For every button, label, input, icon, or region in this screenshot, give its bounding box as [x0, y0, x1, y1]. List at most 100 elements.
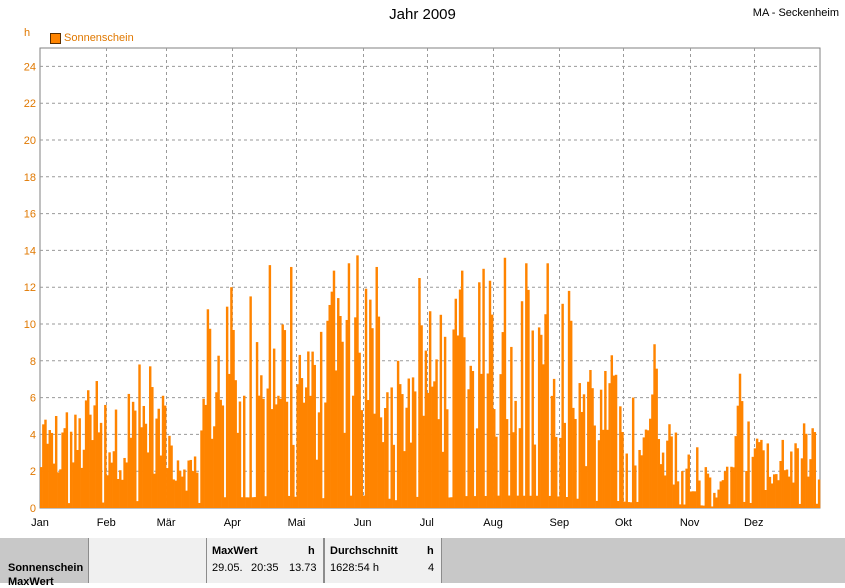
bar — [125, 462, 128, 508]
bar — [264, 496, 267, 508]
bar — [307, 351, 310, 508]
bar — [178, 470, 182, 508]
bar — [802, 423, 806, 508]
y-tick-label: 8 — [30, 356, 36, 368]
bar — [634, 465, 637, 508]
bar — [208, 328, 212, 508]
bar — [794, 443, 797, 508]
bar — [84, 400, 88, 508]
bar — [163, 405, 167, 508]
max-value: 13.73 — [289, 562, 317, 574]
x-tick-label: Mär — [157, 517, 176, 529]
bar — [625, 453, 628, 508]
bar — [234, 380, 237, 508]
bar — [685, 468, 688, 508]
bar — [176, 460, 180, 508]
bar — [411, 377, 415, 508]
bar — [565, 497, 569, 508]
bar — [240, 497, 244, 508]
bar — [379, 417, 383, 508]
bar — [431, 386, 434, 508]
bar — [260, 375, 263, 508]
bar — [623, 501, 626, 508]
bar — [670, 436, 673, 508]
bar — [781, 439, 784, 508]
bar — [719, 481, 722, 508]
bar — [587, 381, 590, 508]
bar — [704, 467, 708, 508]
bar — [745, 470, 748, 508]
max-time: 20:35 — [251, 562, 279, 574]
bar — [409, 442, 413, 508]
bar — [644, 429, 648, 508]
bar — [300, 378, 304, 508]
bar — [435, 359, 438, 508]
bar — [728, 504, 731, 508]
bar — [578, 383, 581, 508]
bar — [550, 395, 554, 508]
bar — [247, 497, 250, 508]
bar — [691, 491, 695, 508]
bar — [215, 392, 218, 508]
bar — [471, 371, 475, 508]
x-tick-label: Aug — [483, 517, 503, 529]
bar — [454, 298, 458, 508]
bar — [123, 457, 126, 508]
bar — [181, 476, 184, 508]
bar — [313, 364, 316, 508]
bar — [326, 320, 329, 508]
bar — [110, 462, 113, 508]
bar — [798, 503, 802, 508]
bar — [76, 450, 79, 508]
bar — [69, 431, 73, 508]
bar — [443, 336, 447, 508]
avg-unit: h — [427, 545, 434, 557]
x-tick-label: Sep — [549, 517, 569, 529]
bar — [148, 366, 152, 508]
bar — [119, 470, 122, 508]
max-date: 29.05. — [212, 562, 243, 574]
bar — [97, 432, 101, 508]
bar — [262, 398, 265, 508]
bar — [700, 505, 703, 508]
bar — [732, 467, 735, 508]
summary-row-label: Sonnenschein — [8, 562, 84, 574]
bar — [582, 394, 586, 508]
bar — [672, 484, 675, 508]
bar — [403, 451, 406, 508]
bar — [206, 309, 210, 508]
bar — [349, 495, 353, 508]
bar — [642, 437, 646, 508]
bar — [230, 287, 233, 508]
bar — [213, 426, 216, 508]
bar — [584, 466, 588, 508]
bar — [480, 373, 483, 508]
bar — [751, 456, 755, 508]
bar — [486, 373, 490, 508]
bar — [527, 289, 530, 508]
bar — [734, 436, 737, 508]
bar — [129, 437, 133, 508]
bar — [738, 373, 742, 508]
bar — [597, 440, 601, 508]
bar — [127, 393, 131, 508]
bar — [452, 329, 455, 508]
bar — [651, 394, 654, 508]
bar — [144, 423, 148, 508]
bar — [225, 306, 229, 508]
bar — [202, 398, 205, 508]
max-header: MaxWert — [212, 545, 258, 557]
bar — [373, 413, 376, 508]
bar — [413, 391, 417, 508]
y-tick-label: 2 — [30, 466, 36, 478]
bar — [813, 432, 817, 508]
x-tick-label: Dez — [744, 517, 764, 529]
x-ticks: Jan Feb Mär Apr Mai Jun Jul Aug Sep Okt Nov Dez — [31, 517, 763, 529]
bar — [441, 451, 445, 508]
bar — [354, 317, 357, 508]
bar — [555, 436, 558, 508]
summary-avg-box — [324, 538, 442, 583]
bar — [717, 489, 720, 508]
bar — [542, 364, 545, 508]
